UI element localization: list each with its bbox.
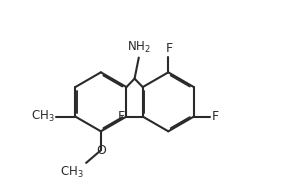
Text: O: O xyxy=(96,144,106,157)
Text: CH$_3$: CH$_3$ xyxy=(60,165,84,180)
Text: F: F xyxy=(212,110,219,123)
Text: F: F xyxy=(118,110,125,123)
Text: NH$_2$: NH$_2$ xyxy=(127,40,151,55)
Text: CH$_3$: CH$_3$ xyxy=(31,109,54,124)
Text: F: F xyxy=(166,42,173,55)
